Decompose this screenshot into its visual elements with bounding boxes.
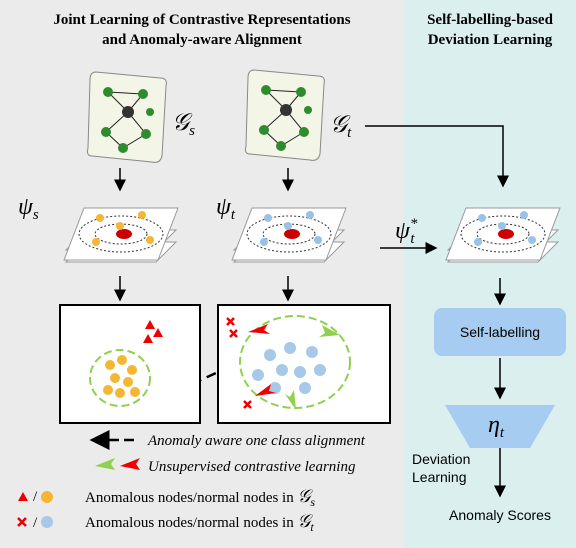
symbol-sub: t bbox=[410, 231, 415, 247]
legend-text: Anomalous nodes/normal nodes in 𝒢s bbox=[85, 486, 315, 509]
legend-cross bbox=[17, 517, 27, 527]
target-anomalies bbox=[226, 317, 252, 409]
source-space bbox=[59, 304, 201, 424]
arrows bbox=[114, 125, 509, 498]
symbol-base: η bbox=[488, 412, 500, 438]
symbol-base: 𝒢 bbox=[172, 110, 193, 136]
right-title: Deviation Learning bbox=[428, 32, 553, 48]
symbol-sub: s bbox=[189, 123, 195, 139]
self-labelling-box bbox=[434, 308, 566, 356]
symbol-sub: t bbox=[347, 125, 352, 141]
symbol-sub: s bbox=[310, 495, 315, 509]
symbol-sup: * bbox=[410, 216, 418, 232]
deviation-label: Learning bbox=[412, 469, 467, 485]
source-embedding-stack bbox=[63, 207, 179, 263]
legend-triangle bbox=[18, 492, 28, 501]
right-panel bbox=[404, 0, 576, 548]
target-graph-icon bbox=[245, 69, 325, 161]
legend-text-main: Anomalous nodes/normal nodes in bbox=[85, 490, 294, 506]
left-title: Joint Learning of Contrastive Representa… bbox=[53, 12, 350, 28]
right-title: Self-labelling-based bbox=[427, 12, 554, 28]
legend-text: Anomalous nodes/normal nodes in 𝒢t bbox=[85, 511, 314, 534]
target-graph-symbol: 𝒢t bbox=[330, 112, 352, 141]
tuned-embedding-stack bbox=[445, 207, 561, 263]
legend-blue-dot bbox=[41, 516, 53, 528]
symbol-base: 𝒢 bbox=[297, 511, 313, 531]
symbol-base: 𝒢 bbox=[330, 112, 351, 138]
source-graph-symbol: 𝒢s bbox=[172, 110, 195, 139]
self-labelling-label: Self-labelling bbox=[460, 324, 540, 340]
target-embedding-stack bbox=[231, 207, 347, 263]
source-anomalies bbox=[143, 320, 163, 343]
source-normal-nodes bbox=[103, 355, 140, 398]
left-panel bbox=[0, 0, 404, 548]
tuned-encoder-symbol: ψ* t bbox=[395, 216, 418, 247]
legend-text-main: Anomalous nodes/normal nodes in bbox=[85, 515, 294, 531]
contrastive-arrows bbox=[248, 324, 340, 410]
scorer-shape bbox=[445, 405, 555, 448]
target-normal-nodes bbox=[252, 342, 326, 394]
deviation-label: Deviation bbox=[412, 451, 470, 467]
legend-red-arrow bbox=[120, 458, 140, 470]
legend-text: Unsupervised contrastive learning bbox=[148, 459, 356, 475]
legend-slash: / bbox=[33, 515, 38, 531]
symbol-sub: s bbox=[33, 207, 39, 223]
symbol-sub: t bbox=[500, 425, 505, 441]
legend-slash: / bbox=[33, 489, 38, 505]
target-encoder-symbol: ψt bbox=[216, 194, 236, 223]
output-label: Anomaly Scores bbox=[449, 507, 551, 523]
symbol-base: 𝒢 bbox=[297, 486, 313, 506]
left-title: and Anomaly-aware Alignment bbox=[102, 32, 302, 48]
symbol-sub: t bbox=[310, 520, 314, 534]
legend-orange-dot bbox=[41, 491, 53, 503]
symbol-base: ψ bbox=[395, 218, 411, 244]
source-boundary bbox=[89, 349, 151, 407]
symbol-base: ψ bbox=[216, 194, 232, 220]
source-encoder-symbol: ψs bbox=[18, 194, 39, 223]
legend-green-arrow bbox=[95, 458, 115, 470]
legend-text: Anomaly aware one class alignment bbox=[147, 433, 366, 449]
symbol-base: ψ bbox=[18, 194, 34, 220]
source-graph-icon bbox=[87, 71, 167, 163]
scorer-symbol: ηt bbox=[488, 412, 505, 441]
symbol-sub: t bbox=[231, 207, 236, 223]
target-space bbox=[217, 304, 391, 424]
